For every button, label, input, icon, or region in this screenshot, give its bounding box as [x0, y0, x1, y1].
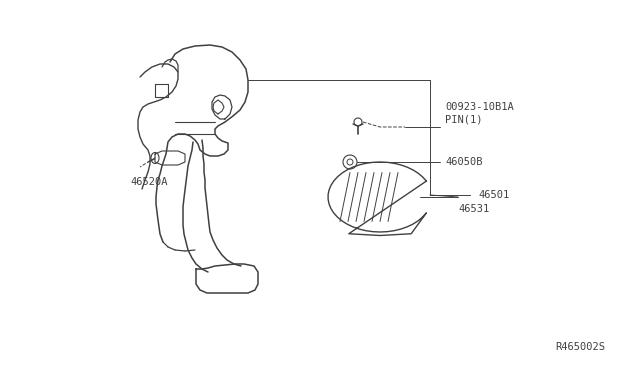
Text: 00923-10B1A
PIN(1): 00923-10B1A PIN(1): [445, 102, 514, 124]
Text: 46501: 46501: [478, 190, 509, 200]
Text: R465002S: R465002S: [555, 342, 605, 352]
Text: 46531: 46531: [458, 204, 489, 214]
Text: 46520A: 46520A: [130, 177, 168, 187]
Text: 46050B: 46050B: [445, 157, 483, 167]
